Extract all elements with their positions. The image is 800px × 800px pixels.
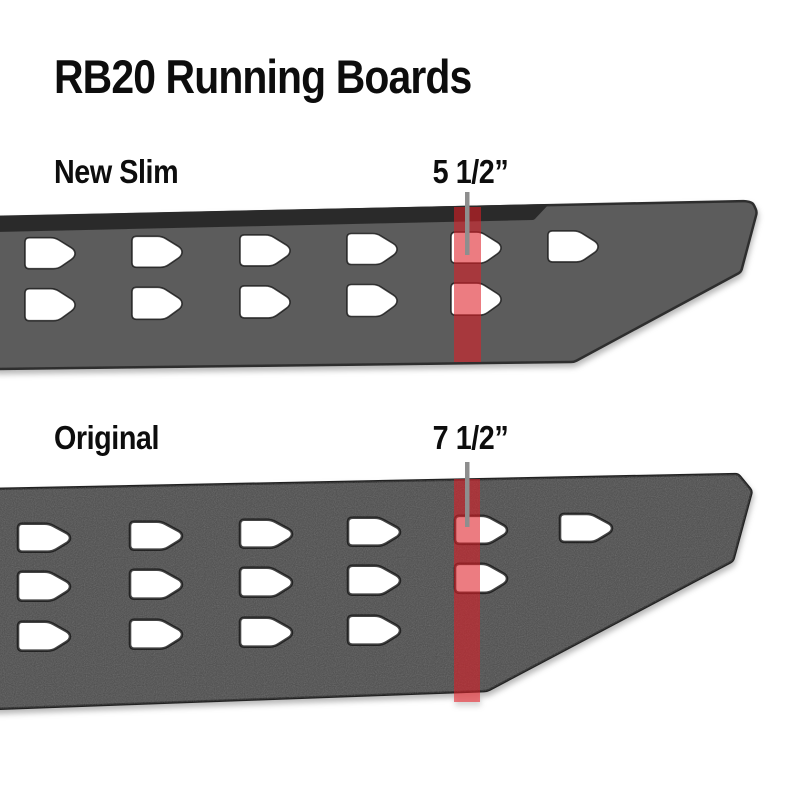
page-title: RB20 Running Boards [54,50,534,104]
step-cutout [238,518,294,549]
measurement-label-new-slim: 5 1/2” [432,153,508,190]
step-cutout [24,236,76,270]
step-cutout [238,616,294,648]
step-cutout [128,618,184,650]
step-cutout [558,512,614,544]
new-slim-board [0,199,758,371]
step-cutout [346,232,398,266]
step-cutout [346,614,402,647]
step-cutout [131,235,183,269]
measurement-label-original: 7 1/2” [432,419,508,456]
step-cutout [239,285,291,319]
board-label-new-slim: New Slim [54,153,179,190]
page-title-text: RB20 Running Boards [54,50,472,103]
step-cutout [128,520,184,551]
step-cutout [16,620,72,652]
step-cutout [547,230,599,263]
step-cutout [131,286,183,321]
step-cutout [238,566,294,598]
step-cutout [128,568,184,600]
measurement-pointer-line [465,192,470,255]
step-cutout [24,287,76,322]
step-cutout [16,570,72,602]
board-label-original: Original [54,419,159,456]
step-cutout [346,283,398,318]
measurement-pointer-line [465,462,470,527]
step-cutout [346,564,402,597]
step-cutout [346,516,402,548]
step-cutout [239,234,291,267]
original-board [0,472,753,711]
board-top-strip [0,204,549,232]
step-cutout [16,522,72,553]
